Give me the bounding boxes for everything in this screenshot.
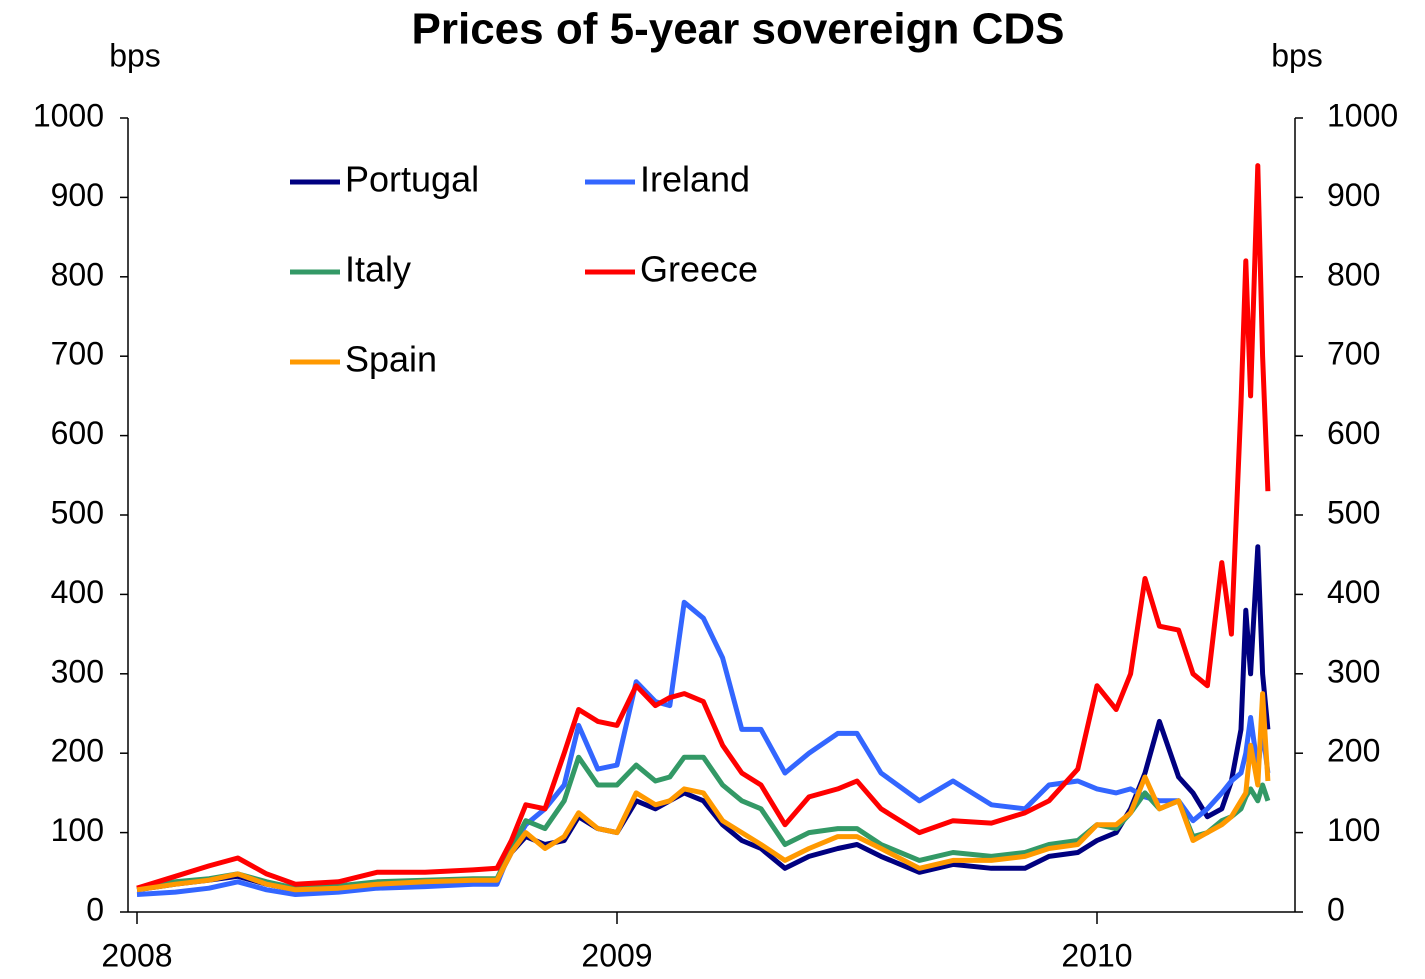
chart-title: Prices of 5-year sovereign CDS bbox=[412, 5, 1065, 54]
y2-tick-label: 200 bbox=[1327, 733, 1380, 769]
series-line bbox=[136, 544, 1271, 893]
series-line bbox=[136, 163, 1271, 891]
y-tick-label: 1000 bbox=[33, 97, 104, 133]
y-tick-label: 700 bbox=[51, 336, 104, 372]
series-line bbox=[136, 691, 1271, 893]
y-tick-label: 600 bbox=[51, 415, 104, 451]
y2-tick-label: 900 bbox=[1327, 177, 1380, 213]
y-tick-label: 400 bbox=[51, 574, 104, 610]
y2-tick-label: 600 bbox=[1327, 415, 1380, 451]
legend-label: Spain bbox=[345, 339, 437, 380]
y-axis-label: bps bbox=[109, 37, 161, 73]
legend-label: Portugal bbox=[345, 159, 479, 200]
x-tick-label: 2008 bbox=[101, 937, 172, 973]
y2-tick-label: 100 bbox=[1327, 812, 1380, 848]
y-tick-label: 900 bbox=[51, 177, 104, 213]
legend-label: Ireland bbox=[640, 159, 750, 200]
y2-axis-label: bps bbox=[1271, 37, 1323, 73]
legend-label: Italy bbox=[345, 249, 411, 290]
y2-tick-label: 700 bbox=[1327, 336, 1380, 372]
y-tick-label: 300 bbox=[51, 653, 104, 689]
y-tick-label: 0 bbox=[86, 891, 104, 927]
y-tick-label: 100 bbox=[51, 812, 104, 848]
y2-tick-label: 800 bbox=[1327, 256, 1380, 292]
legend-label: Greece bbox=[640, 249, 758, 290]
series-line bbox=[136, 599, 1271, 897]
y2-tick-label: 500 bbox=[1327, 494, 1380, 530]
y2-tick-label: 0 bbox=[1327, 891, 1345, 927]
x-tick-label: 2009 bbox=[581, 937, 652, 973]
y-tick-label: 800 bbox=[51, 256, 104, 292]
y2-tick-label: 400 bbox=[1327, 574, 1380, 610]
y2-tick-label: 300 bbox=[1327, 653, 1380, 689]
y-tick-label: 500 bbox=[51, 494, 104, 530]
y-tick-label: 200 bbox=[51, 733, 104, 769]
y2-tick-label: 1000 bbox=[1327, 97, 1398, 133]
x-tick-label: 2010 bbox=[1061, 937, 1132, 973]
